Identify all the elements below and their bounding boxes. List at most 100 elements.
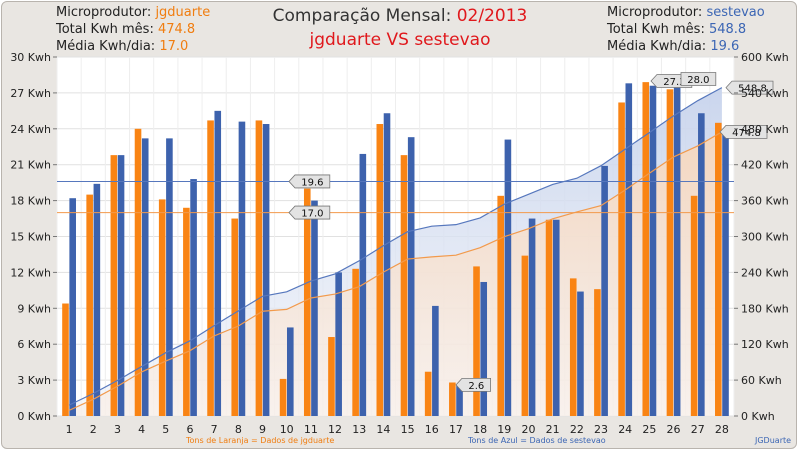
callout-box [719, 125, 768, 139]
bar-blue [456, 384, 463, 416]
y-left-tick-label: 27 Kwh [10, 87, 51, 100]
x-tick-label: 15 [401, 423, 415, 436]
callout-text: 474.8 [732, 128, 761, 139]
bar-blue [625, 83, 633, 417]
bar-orange [594, 289, 601, 416]
bar-blue [407, 137, 415, 416]
bar-blue [262, 124, 270, 416]
right-avg-value: 19.6 [710, 39, 740, 54]
right-producer-name: sestevao [706, 5, 765, 20]
title-prefix: Comparação Mensal: [272, 6, 452, 26]
x-tick-label: 9 [259, 423, 266, 436]
title-period: 02/2013 [456, 6, 528, 26]
y-left-tick-label: 9 Kwh [17, 302, 51, 315]
bar-blue [286, 327, 294, 416]
y-left-tick-label: 3 Kwh [17, 374, 51, 387]
total-blue-label: 548.8 [725, 80, 774, 95]
bar-blue [552, 219, 560, 416]
x-tick-label: 27 [691, 423, 705, 436]
y-right-tick-label: 420 Kwh [741, 159, 789, 172]
y-right-tick-label: 180 Kwh [741, 302, 789, 315]
x-tick-label: 19 [497, 423, 511, 436]
x-tick-label: 3 [114, 423, 121, 436]
x-tick-label: 20 [521, 423, 535, 436]
right-avg-label: Média Kwh/dia: [607, 39, 707, 54]
bar-blue [238, 121, 246, 417]
y-left-tick-label: 30 Kwh [10, 51, 51, 64]
y-right-tick-label: 480 Kwh [741, 123, 789, 136]
y-left-tick-label: 0 Kwh [17, 410, 51, 423]
left-total-label: Total Kwh mês: [56, 22, 154, 37]
right-total-label: Total Kwh mês: [607, 22, 705, 37]
x-tick-label: 16 [425, 423, 439, 436]
bar-blue [601, 165, 608, 416]
bar-blue [93, 183, 101, 416]
max-day-label-b: 28.0 [680, 72, 717, 86]
x-tick-label: 23 [594, 423, 608, 436]
bar-blue [722, 131, 729, 416]
bar-blue [335, 272, 342, 416]
total-orange-label: 474.8 [719, 125, 768, 139]
callout-text: 27.3 [663, 77, 685, 88]
bar-orange [376, 124, 384, 416]
left-producer-label: Microprodutor: [56, 5, 152, 20]
y-right-tick-label: 0 Kwh [741, 410, 775, 423]
bar-orange [158, 199, 166, 416]
x-tick-label: 4 [138, 423, 145, 436]
x-tick-label: 25 [642, 423, 656, 436]
bar-orange [86, 194, 93, 416]
bar-orange [183, 207, 190, 416]
bar-blue [214, 110, 222, 416]
bar-orange [497, 195, 505, 416]
callout-text: 2.6 [468, 381, 484, 392]
bar-orange [545, 219, 553, 416]
cumulative-line-orange [68, 131, 723, 411]
callout-text: 19.6 [301, 177, 323, 188]
x-tick-label: 18 [473, 423, 487, 436]
x-tick-label: 8 [235, 423, 242, 436]
avg-orange-label: 17.0 [288, 205, 331, 220]
callout-text: 28.0 [687, 75, 709, 86]
y-right-tick-label: 540 Kwh [741, 87, 789, 100]
bar-orange [352, 268, 359, 416]
y-right-tick-label: 300 Kwh [741, 231, 789, 244]
bar-blue [649, 85, 657, 416]
bar-orange [642, 82, 650, 416]
x-tick-label: 12 [328, 423, 342, 436]
bar-orange [618, 102, 625, 417]
bar-blue [69, 198, 76, 416]
bar-orange [328, 337, 335, 416]
x-tick-label: 2 [90, 423, 97, 436]
x-tick-label: 7 [211, 423, 218, 436]
bar-orange [110, 155, 118, 417]
footer-blue-note: Tons de Azul = Dados de sestevao [468, 436, 606, 445]
x-tick-label: 21 [546, 423, 560, 436]
left-avg-label: Média Kwh/dia: [56, 39, 156, 54]
chart-title: Comparação Mensal: 02/2013 [250, 6, 550, 26]
bar-orange [521, 255, 529, 416]
bar-orange [690, 195, 698, 416]
bar-blue [673, 80, 681, 416]
x-tick-label: 10 [280, 423, 294, 436]
callout-box [288, 174, 331, 189]
callout-box [680, 72, 717, 86]
avg-blue-label: 19.6 [288, 174, 331, 189]
right-total-value: 548.8 [708, 22, 747, 37]
bar-blue [480, 281, 488, 416]
bar-blue [383, 113, 391, 416]
bar-orange [303, 188, 311, 416]
left-producer-name: jgduarte [155, 5, 211, 20]
x-tick-label: 14 [376, 423, 390, 436]
x-tick-label: 13 [352, 423, 366, 436]
cumulative-line-blue [68, 87, 723, 406]
callout-box [288, 205, 331, 220]
bar-orange [62, 303, 69, 416]
bar-orange [449, 382, 456, 416]
callout-text: 548.8 [738, 84, 767, 95]
min-day-label: 2.6 [455, 377, 492, 392]
bar-orange [255, 120, 263, 416]
left-info: Microprodutor: jgduarte Total Kwh mês: 4… [56, 4, 210, 55]
bar-orange [715, 122, 722, 417]
x-tick-label: 6 [186, 423, 193, 436]
